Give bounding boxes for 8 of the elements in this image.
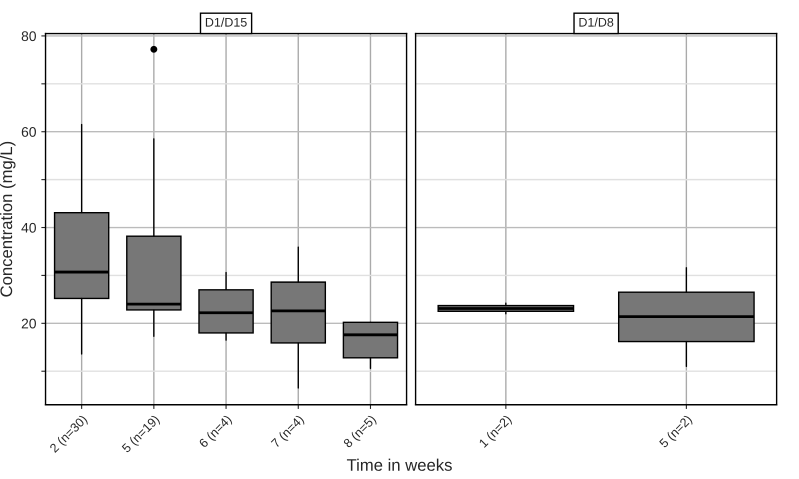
chart-title: D1/D15 bbox=[206, 18, 247, 27]
y-tick-label: 40 bbox=[21, 222, 36, 233]
y-axis-title: Concentration (mg/L) bbox=[0, 142, 16, 297]
x-axis-title: Time in weeks bbox=[346, 458, 452, 471]
y-tick-label: 80 bbox=[22, 31, 36, 42]
y-tick-label: 20 bbox=[22, 318, 36, 328]
chart-title: D1/D8 bbox=[579, 18, 614, 27]
y-tick-label: 60 bbox=[22, 127, 36, 137]
